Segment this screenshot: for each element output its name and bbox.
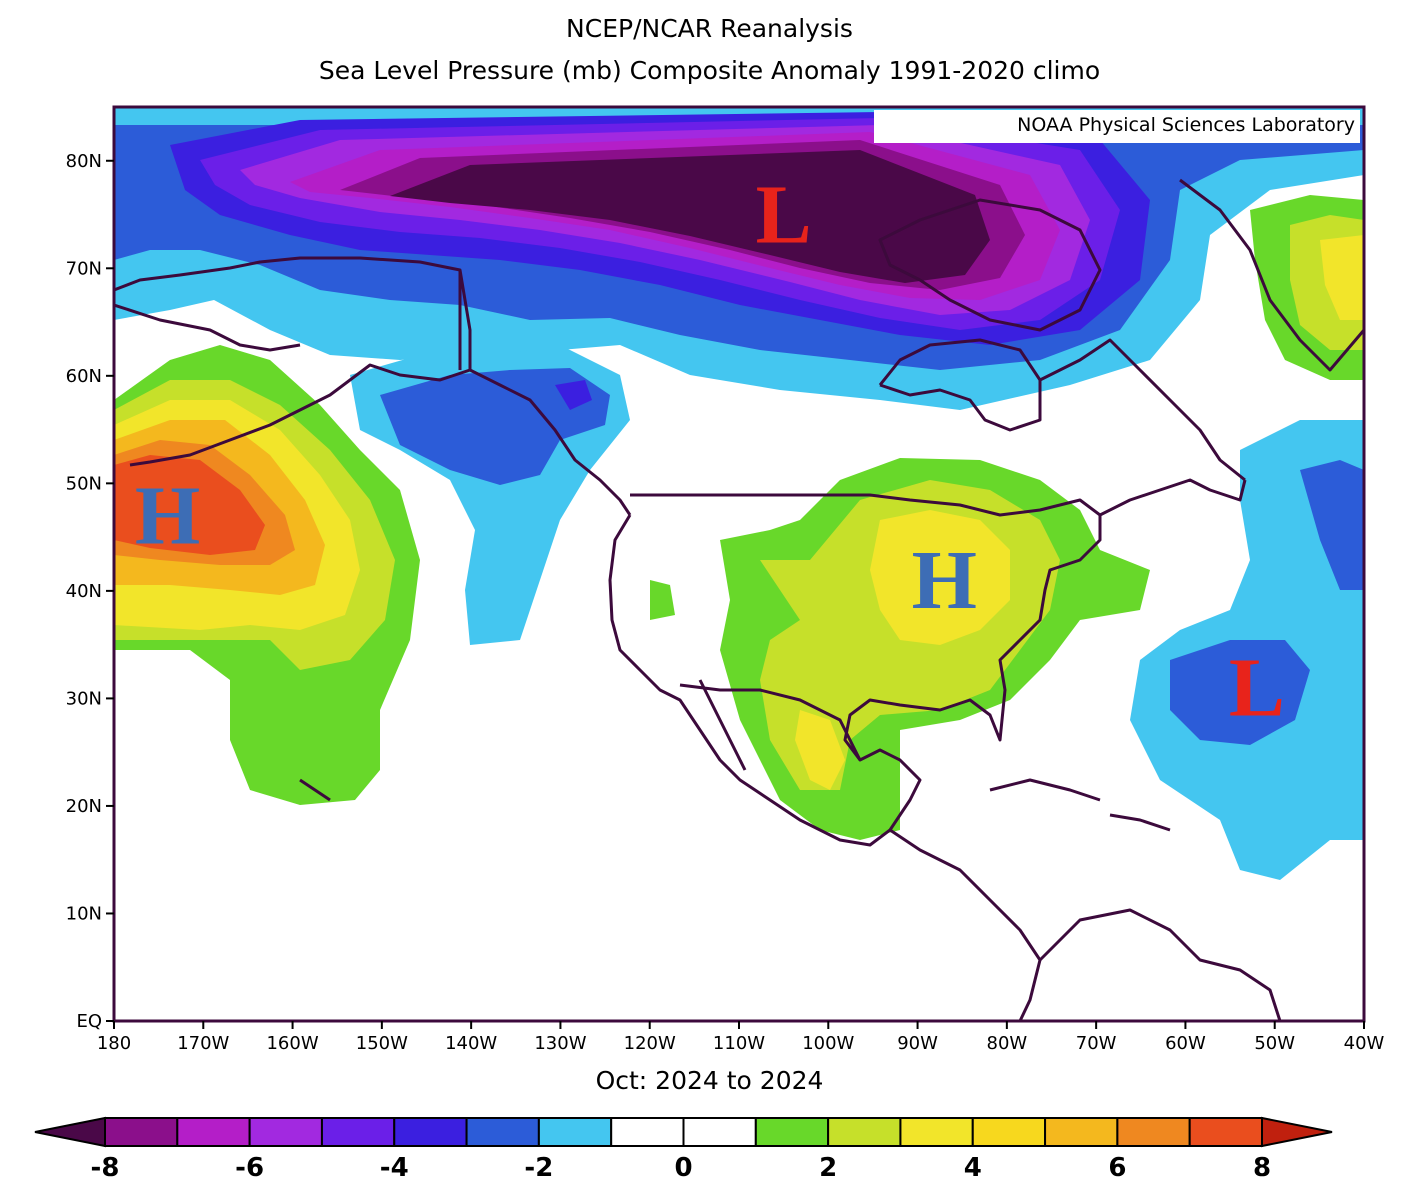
colorbar-label: 6: [1108, 1153, 1126, 1183]
coastline-caribbean: [1109, 813, 1171, 832]
colorbar-swatch: [1044, 1117, 1119, 1147]
chart-title: NCEP/NCAR Reanalysis: [566, 14, 853, 43]
colorbar-swatch: [1188, 1117, 1263, 1147]
lon-tick-label: 170W: [177, 1033, 229, 1054]
colorbar-swatch: [754, 1117, 830, 1147]
lon-tick-label: 120W: [624, 1033, 676, 1054]
longitude-axis: 180 170W 160W 150W 140W 130W 120W 110W 100W 90W 80…: [97, 1021, 1385, 1054]
lon-tick-label: 180: [97, 1033, 131, 1054]
colorbar-label: -2: [524, 1153, 553, 1183]
colorbar-arrow-max: [1261, 1116, 1333, 1148]
colorbar-swatch: [465, 1117, 540, 1147]
lat-tick-label: EQ: [76, 1011, 102, 1032]
lon-tick-label: 110W: [713, 1033, 765, 1054]
coastline-us-west: [608, 478, 1247, 847]
colorbar-label: 4: [964, 1153, 982, 1183]
pressure-system-labels: L H H L: [135, 169, 1285, 735]
coastline-hudson-bay: [878, 338, 1042, 432]
colorbar-swatch: [248, 1117, 323, 1147]
lat-tick-label: 20N: [66, 796, 102, 817]
lon-tick-label: 80W: [987, 1033, 1028, 1054]
positive-anomaly-pacific-patch: [650, 580, 675, 620]
coastline-alaska-north: [114, 303, 301, 352]
border-us-mexico: [679, 683, 862, 761]
colorbar-swatch: [104, 1117, 179, 1147]
high-pressure-label: H: [135, 470, 200, 563]
lon-tick-label: 150W: [356, 1033, 408, 1054]
coastline-labrador: [1039, 338, 1246, 482]
negative-anomaly-atlantic-south: [1170, 640, 1310, 745]
positive-anomaly-pacific-core: [114, 455, 265, 555]
colorbar-label: 2: [819, 1153, 837, 1183]
colorbar-label: -8: [91, 1153, 120, 1183]
credit-label: NOAA Physical Sciences Laboratory: [1017, 114, 1355, 136]
colorbar-swatch: [610, 1117, 685, 1147]
colorbar-label: 8: [1253, 1153, 1271, 1183]
low-pressure-label: L: [756, 169, 812, 262]
colorbar-swatch: [393, 1117, 468, 1147]
lon-tick-label: 160W: [266, 1033, 318, 1054]
lat-tick-label: 50N: [66, 473, 102, 494]
anomaly-contours: [114, 107, 1364, 1021]
lat-tick-label: 30N: [66, 688, 102, 709]
coastline-baja: [698, 679, 747, 771]
positive-anomaly-mexico: [795, 710, 845, 790]
negative-anomaly-atlantic-north: [1300, 460, 1364, 590]
coastline-cuba: [989, 778, 1101, 802]
colorbar: -8 -6 -4 -2 0 2 4 6 8: [34, 1116, 1333, 1183]
coastlines: [114, 178, 1364, 1021]
lat-tick-label: 10N: [66, 903, 102, 924]
lat-tick-label: 40N: [66, 581, 102, 602]
colorbar-label: -6: [235, 1153, 264, 1183]
lat-tick-label: 80N: [66, 151, 102, 172]
colorbar-swatch: [682, 1117, 757, 1147]
colorbar-label: 0: [674, 1153, 692, 1183]
lon-tick-label: 70W: [1076, 1033, 1117, 1054]
colorbar-swatch: [827, 1117, 902, 1147]
high-pressure-label: H: [912, 534, 977, 627]
colorbar-swatch: [899, 1117, 974, 1147]
colorbar-swatch: [320, 1117, 396, 1147]
low-pressure-label: L: [1229, 642, 1285, 735]
colorbar-label: -4: [380, 1153, 409, 1183]
lon-tick-label: 90W: [897, 1033, 938, 1054]
colorbar-swatch: [971, 1117, 1047, 1147]
coastline-greenland: [1179, 178, 1364, 372]
coastline-central-america: [889, 828, 1042, 1021]
negative-anomaly-gulf-alaska: [380, 368, 610, 485]
coastline-canada-west: [469, 368, 632, 516]
positive-anomaly-greenland-3: [1320, 235, 1364, 320]
negative-anomaly-gulf-alaska-core: [555, 380, 592, 410]
coastline-arctic-islands: [878, 198, 1102, 332]
positive-anomaly-north-america-3: [870, 510, 1010, 645]
negative-anomaly-arctic-core: [390, 150, 990, 283]
colorbar-arrow-min: [34, 1116, 106, 1148]
colorbar-swatch: [537, 1117, 613, 1147]
lon-tick-label: 40W: [1344, 1033, 1385, 1054]
latitude-axis: EQ 10N 20N 30N 40N 50N 60N 70N 80N: [66, 151, 114, 1032]
lat-tick-label: 70N: [66, 258, 102, 279]
lon-tick-label: 60W: [1165, 1033, 1206, 1054]
lon-tick-label: 130W: [534, 1033, 586, 1054]
chart-subtitle: Sea Level Pressure (mb) Composite Anomal…: [318, 56, 1101, 85]
colorbar-swatch: [176, 1117, 251, 1147]
lon-tick-label: 140W: [445, 1033, 497, 1054]
lat-tick-label: 60N: [66, 366, 102, 387]
credit-box: [874, 110, 1360, 143]
lon-tick-label: 50W: [1254, 1033, 1295, 1054]
lon-tick-label: 100W: [802, 1033, 854, 1054]
time-period-label: Oct: 2024 to 2024: [595, 1066, 824, 1095]
coastline-south-america: [1038, 908, 1282, 1021]
border-us-canada: [630, 493, 1101, 517]
coastline-hawaii: [299, 778, 331, 802]
colorbar-swatch: [1116, 1117, 1191, 1147]
